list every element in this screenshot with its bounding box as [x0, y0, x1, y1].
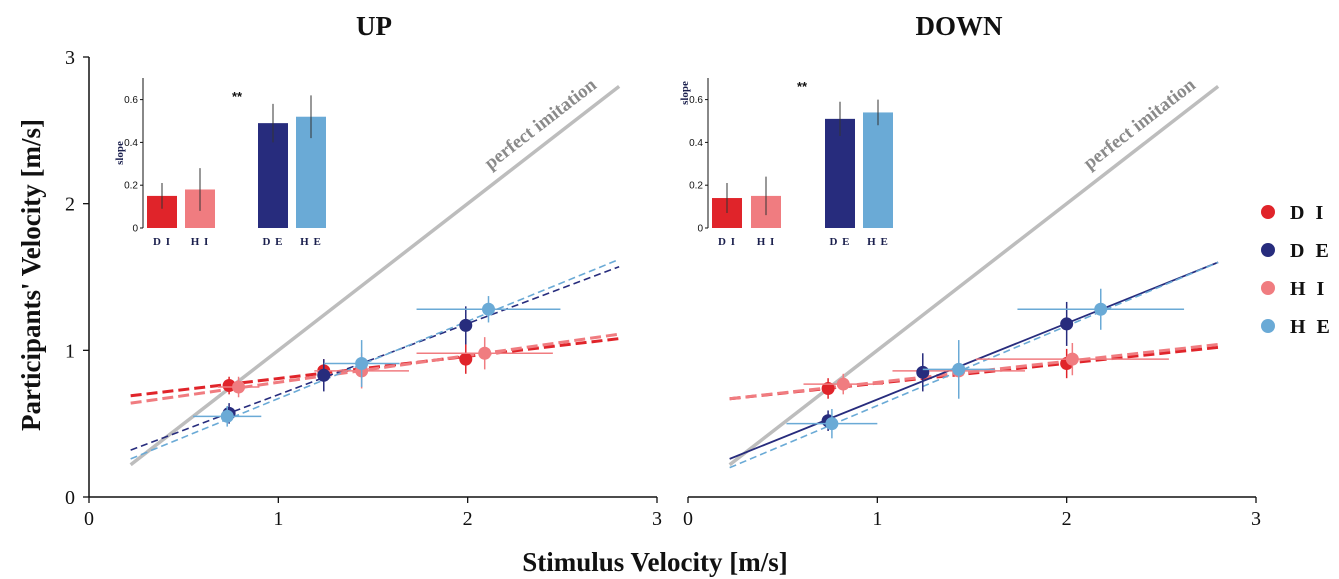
data-point [459, 352, 473, 366]
legend-label: D I [1290, 202, 1326, 224]
data-point [478, 346, 492, 360]
inset-category-label: D E [829, 236, 850, 248]
inset-y-tick-label: 0 [697, 224, 703, 235]
data-point [836, 377, 850, 391]
panel-title-up: UP [356, 11, 392, 41]
inset-category-label: H E [300, 236, 322, 248]
data-point [1060, 317, 1074, 331]
y-tick-label: 1 [65, 340, 75, 362]
inset-y-tick-label: 0.6 [124, 95, 138, 106]
y-tick-label: 2 [65, 194, 75, 216]
data-point [1094, 302, 1108, 316]
x-tick-label: 0 [84, 508, 94, 530]
inset-category-label: D E [262, 236, 283, 248]
inset-category-label: H E [867, 236, 889, 248]
perfect-imitation-label: perfect imitation [481, 74, 601, 174]
x-tick-label: 0 [683, 508, 693, 530]
inset-y-tick-label: 0.4 [689, 138, 703, 149]
inset-y-tick-label: 0.2 [689, 181, 703, 192]
x-axis-title: Stimulus Velocity [m/s] [522, 547, 788, 577]
inset-bar [825, 118, 855, 228]
legend-marker [1261, 319, 1275, 333]
fit-line [130, 332, 620, 405]
y-axis-title: Participants' Velocity [m/s] [16, 119, 46, 431]
data-point [459, 318, 473, 332]
x-tick-label: 2 [463, 508, 473, 530]
data-point [825, 417, 839, 431]
inset-bar-chart: 0 0.2 0.4 0.6 slope D I H I D E H E ** [114, 78, 326, 248]
fit-line [729, 261, 1219, 469]
inset-bar [863, 112, 893, 228]
y-tick-label: 0 [65, 487, 75, 509]
data-point [355, 357, 369, 371]
perfect-imitation-label: perfect imitation [1080, 74, 1200, 174]
perfect-imitation-line [129, 84, 621, 467]
legend-label: H I [1290, 278, 1327, 300]
y-tick-label: 3 [65, 47, 75, 69]
perfect-imitation-line [728, 84, 1220, 467]
x-tick-label: 1 [273, 508, 283, 530]
data-point [317, 368, 331, 382]
legend: D I D E H I H E [1261, 202, 1333, 338]
data-point [821, 381, 835, 395]
significance-marker: ** [232, 89, 243, 104]
inset-y-tick-label: 0.2 [124, 181, 138, 192]
fit-line [729, 261, 1219, 460]
x-tick-label: 1 [872, 508, 882, 530]
data-point [220, 409, 234, 423]
data-point [952, 362, 966, 376]
inset-category-label: H I [757, 236, 776, 248]
data-point [232, 380, 246, 394]
legend-marker [1261, 205, 1275, 219]
inset-category-label: H I [191, 236, 210, 248]
inset-y-tick-label: 0 [132, 224, 138, 235]
legend-label: H E [1290, 316, 1333, 338]
inset-y-axis-title: slope [679, 81, 691, 105]
data-point [916, 365, 930, 379]
fit-line [130, 258, 620, 460]
panel-up: 0 1 2 3 0 1 2 3 perfect imitation 0 0.2 0.4 0.6 slope… [65, 47, 662, 530]
inset-y-tick-label: 0.4 [124, 138, 138, 149]
x-tick-label: 3 [652, 508, 662, 530]
fit-line [130, 265, 620, 451]
data-point [1065, 352, 1079, 366]
legend-label: D E [1290, 240, 1332, 262]
legend-marker [1261, 243, 1275, 257]
inset-y-axis-title: slope [114, 141, 126, 165]
inset-y-tick-label: 0.6 [689, 95, 703, 106]
data-point [481, 302, 495, 316]
inset-category-label: D I [718, 236, 736, 248]
significance-marker: ** [797, 79, 808, 94]
inset-category-label: D I [153, 236, 171, 248]
legend-marker [1261, 281, 1275, 295]
x-tick-label: 2 [1062, 508, 1072, 530]
panel-title-down: DOWN [916, 11, 1004, 41]
x-tick-label: 3 [1251, 508, 1261, 530]
